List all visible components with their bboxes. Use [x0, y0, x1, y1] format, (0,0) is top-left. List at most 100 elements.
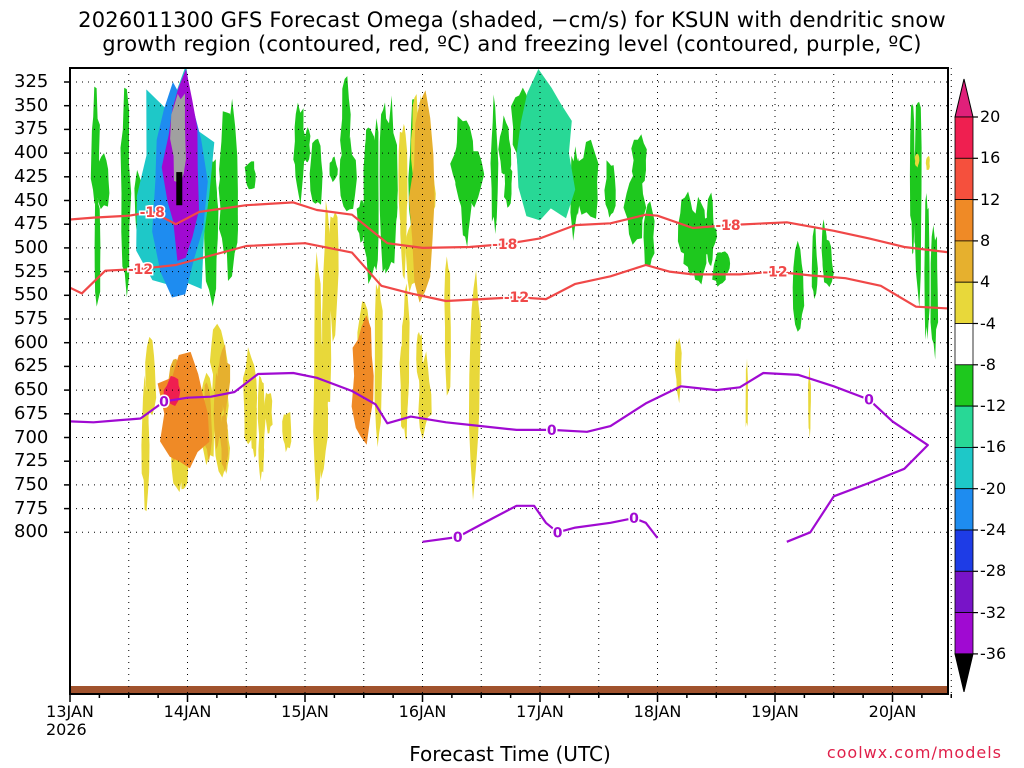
dgz-contour--18-label: -18: [140, 205, 165, 221]
omega-region-gray-core-day0.9: [170, 93, 186, 183]
omega-yellow-streak: [914, 153, 920, 168]
x-tick-label: 19JAN: [751, 702, 799, 721]
omega-yellow-streak: [141, 375, 150, 512]
colorbar-tick-label: -20: [980, 478, 1007, 498]
omega-green-streak: [631, 134, 647, 185]
x-tick-label: 15JAN: [281, 702, 329, 721]
colorbar-bottom-arrow: [954, 653, 974, 693]
y-tick-label: 575: [14, 308, 49, 329]
omega-black-core: [176, 172, 183, 206]
x-tick-label: 18JAN: [633, 702, 682, 721]
colorbar-swatch: [954, 488, 974, 531]
omega-green-streak: [339, 136, 357, 212]
y-tick-label: 450: [14, 189, 49, 211]
dgz-contour--12-label: -12: [504, 290, 529, 306]
omega-green-streak: [95, 153, 110, 210]
omega-region-cyan-day4: [516, 69, 576, 221]
colorbar-tick-label: -24: [980, 520, 1007, 539]
omega-green-streak: [504, 161, 513, 208]
colorbar: [954, 78, 978, 693]
omega-green-streak: [219, 111, 238, 241]
omega-green-streak: [643, 201, 655, 268]
x-tick-marks: [69, 694, 952, 702]
credit-text: coolwx.com/models: [826, 743, 1002, 762]
omega-yellow-streak: [264, 392, 273, 434]
omega-green-streak: [204, 184, 219, 307]
omega-green-streak: [450, 133, 473, 189]
colorbar-swatch: [954, 529, 974, 572]
omega-yellow-streak: [925, 156, 930, 170]
y-tick-label: 800: [14, 521, 49, 543]
y-tick-label: 425: [14, 165, 49, 187]
colorbar-swatch: [954, 240, 974, 283]
x-tick-label: 14JAN: [163, 702, 212, 721]
omega-green-streak: [576, 139, 599, 219]
x-tick-label: 13JAN: [46, 702, 94, 721]
freezing-level-contour-label: 0: [629, 511, 639, 527]
y-tick-label: 725: [14, 450, 49, 472]
y-tick-label: 350: [14, 94, 49, 116]
omega-green-streak: [329, 156, 338, 183]
y-tick-label: 650: [14, 379, 49, 401]
omega-green-streak: [811, 226, 818, 299]
y-tick-label: 750: [14, 473, 49, 495]
plot-frame: [69, 67, 949, 695]
y-tick-label: 400: [14, 142, 49, 164]
colorbar-swatch: [954, 570, 974, 613]
colorbar-swatch: [954, 281, 974, 324]
omega-yellow-streak: [322, 200, 332, 430]
omega-green-streak: [909, 104, 916, 255]
colorbar-tick-label: 4: [980, 272, 991, 292]
dgz-contour--18: [70, 201, 948, 254]
omega-gold-streak: [216, 344, 231, 417]
omega-yellow-streak: [243, 347, 258, 445]
y-tick-label: 600: [14, 331, 49, 353]
x-year-label: 2026: [46, 720, 87, 739]
colorbar-tick-label: -16: [980, 437, 1007, 457]
y-tick-label: 625: [14, 355, 49, 377]
colorbar-tick-label: 16: [980, 148, 1001, 168]
ground-terrain: [70, 686, 948, 694]
x-tick-label: 20JAN: [868, 702, 917, 721]
colorbar-swatch: [954, 405, 974, 448]
contour-layer: -18 -18 -18 -12 -12 -12 0 0 0 0 0 0: [70, 201, 948, 548]
colorbar-tick-label: -32: [980, 602, 1007, 622]
omega-green-streak: [821, 219, 827, 275]
omega-green-streak: [498, 115, 512, 177]
freezing-level-contour-label: 0: [864, 393, 874, 409]
omega-yellow-streak: [282, 412, 292, 453]
y-tick-label: 375: [14, 118, 49, 140]
freezing-level-contour-label: 0: [547, 423, 557, 439]
omega-green-streak: [792, 240, 805, 332]
colorbar-swatch: [954, 323, 974, 366]
y-tick-label: 525: [14, 260, 49, 282]
dgz-contour--18-label: -18: [492, 237, 517, 253]
omega-green-streak: [293, 102, 306, 180]
omega-green-streak: [623, 171, 647, 245]
omega-region-orange-day3: [408, 90, 435, 303]
x-tick-label: 17JAN: [516, 702, 564, 721]
freezing-level-contour: [70, 371, 929, 543]
omega-region-orange-day2.5: [351, 315, 374, 445]
y-tick-label: 325: [14, 71, 49, 92]
colorbar-swatch: [954, 199, 974, 242]
omega-yellow-streak: [398, 123, 408, 223]
omega-green-streak: [90, 86, 100, 204]
dgz-contour--12-label: -12: [128, 262, 153, 278]
omega-green-streak: [930, 225, 939, 360]
omega-yellow-streak: [403, 335, 409, 441]
colorbar-tick-label: 8: [980, 230, 991, 250]
dgz-contour--12: [70, 242, 948, 310]
colorbar-tick-label: 20: [980, 107, 1001, 126]
freezing-level-contour-label: 0: [453, 530, 463, 546]
colorbar-swatch: [954, 116, 974, 159]
omega-green-streak: [309, 138, 323, 205]
dgz-contour--18-label: -18: [715, 218, 740, 234]
omega-yellow-streak: [745, 358, 748, 428]
colorbar-top-arrow: [954, 78, 974, 118]
omega-green-streak: [244, 161, 256, 190]
freezing-level-contour: [422, 504, 659, 543]
chart-title-line1: 2026011300 GFS Forecast Omega (shaded, −…: [78, 8, 946, 32]
omega-yellow-streak: [444, 256, 451, 396]
colorbar-swatch: [954, 612, 974, 655]
